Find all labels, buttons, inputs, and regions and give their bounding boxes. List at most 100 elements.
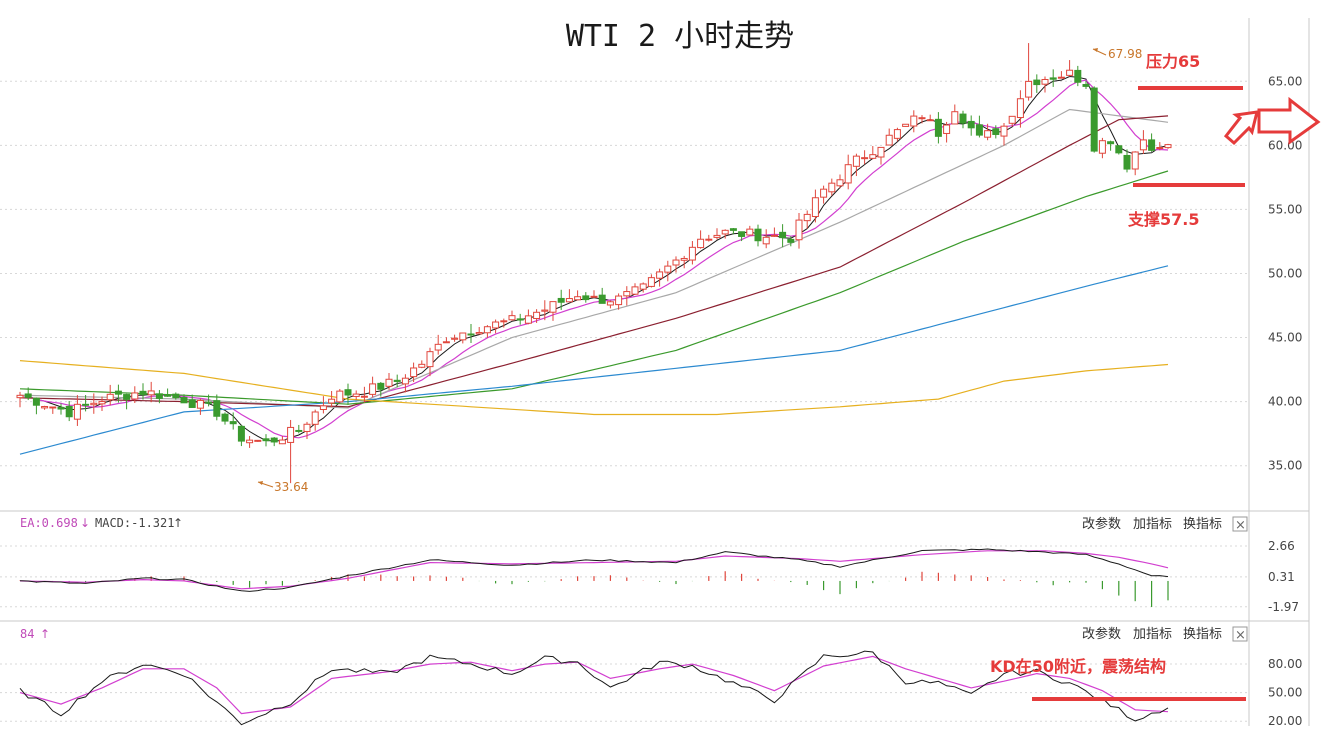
kd-header: 84 ↑ — [20, 627, 50, 641]
candle-down — [1033, 79, 1041, 86]
candle-up — [451, 337, 459, 340]
candle-up — [606, 301, 614, 306]
candle-down — [1049, 77, 1057, 80]
candle-down — [992, 128, 1000, 135]
candle-up — [1057, 76, 1065, 79]
high-marker: 67.98 — [1092, 47, 1142, 61]
candle-down — [959, 113, 967, 124]
candle-up — [770, 234, 778, 237]
macd-close-box[interactable] — [1232, 516, 1248, 532]
candle-up — [984, 130, 992, 138]
candle-up — [852, 155, 860, 167]
macd-ea-value: EA:0.698 — [20, 516, 78, 530]
trend-arrows — [1223, 96, 1321, 146]
moving-average-lines — [19, 75, 1169, 455]
candle-down — [934, 118, 942, 137]
candlesticks — [16, 43, 1172, 484]
candle-up — [688, 246, 696, 261]
price-y-tick-label: 40.00 — [1268, 395, 1302, 409]
candle-down — [779, 231, 787, 239]
kd-y-tick-label: 80.00 — [1268, 657, 1302, 671]
candle-down — [377, 382, 385, 390]
candle-up — [131, 392, 139, 400]
candle-up — [910, 115, 918, 127]
candle-up — [795, 219, 803, 241]
candle-up — [1041, 79, 1049, 85]
candle-up — [311, 411, 319, 425]
candle-down — [32, 397, 40, 406]
candle-up — [664, 265, 672, 273]
macd-header: EA:0.698 ↓ MACD:-1.321 ↑ — [20, 516, 183, 530]
candle-up — [541, 309, 549, 312]
candle-down — [467, 333, 475, 336]
price-y-tick-label: 55.00 — [1268, 202, 1302, 216]
candle-up — [885, 134, 893, 146]
candle-down — [729, 228, 737, 231]
candle-up — [16, 394, 24, 399]
candle-up — [278, 439, 286, 445]
candle-up — [336, 390, 344, 403]
kd-add-indicator-button[interactable]: 加指标 — [1133, 627, 1172, 642]
candle-down — [516, 318, 524, 321]
candle-up — [1008, 115, 1016, 124]
candle-up — [1156, 147, 1164, 150]
candle-up — [106, 393, 114, 401]
candle-up — [828, 182, 836, 193]
price-y-tick-label: 45.00 — [1268, 331, 1302, 345]
macd-change-params-button[interactable]: 改参数 — [1082, 516, 1121, 532]
candle-up — [615, 295, 623, 306]
kd-y-tick-label: 50.00 — [1268, 686, 1302, 700]
candle-up — [254, 439, 262, 442]
candle-up — [631, 286, 639, 295]
macd-dea-line — [19, 550, 1169, 590]
candle-up — [623, 291, 631, 297]
candle-up — [533, 311, 541, 319]
candle-down — [1090, 87, 1098, 152]
candle-up — [656, 271, 664, 279]
macd-add-indicator-button[interactable]: 加指标 — [1133, 517, 1172, 532]
ma40-line — [19, 115, 1169, 408]
kd-close-box[interactable] — [1232, 626, 1248, 642]
macd-close-icon[interactable]: × — [1235, 518, 1246, 533]
candle-up — [90, 402, 98, 406]
candle-down — [598, 294, 606, 304]
candle-down — [114, 390, 122, 395]
candle-up — [943, 124, 951, 134]
candle-up — [918, 117, 926, 120]
macd-switch-indicator-button[interactable]: 换指标 — [1183, 517, 1222, 532]
candle-down — [295, 429, 303, 432]
candle-up — [442, 341, 450, 344]
candle-down — [1148, 139, 1156, 151]
macd-panel-tools: 改参数 加指标 换指标 × — [1082, 516, 1248, 533]
candle-down — [164, 394, 172, 397]
candle-up — [1025, 80, 1033, 98]
candle-up — [902, 123, 910, 127]
candle-up — [1066, 69, 1074, 76]
high-label: 67.98 — [1108, 47, 1142, 61]
candle-up — [483, 326, 491, 334]
candle-up — [1000, 125, 1008, 137]
candle-up — [147, 390, 155, 396]
candle-down — [754, 228, 762, 242]
candle-up — [713, 234, 721, 238]
candle-down — [262, 438, 270, 442]
support-annotation: 支撑57.5 — [1127, 183, 1245, 229]
macd-dif-line — [19, 548, 1169, 592]
candle-down — [1115, 145, 1123, 154]
candle-down — [975, 124, 983, 136]
candle-up — [352, 393, 360, 397]
kd-switch-indicator-button[interactable]: 换指标 — [1183, 627, 1222, 642]
candle-up — [1139, 139, 1147, 151]
candle-down — [270, 437, 278, 443]
candle-up — [475, 332, 483, 335]
kd-close-icon[interactable]: × — [1235, 628, 1246, 643]
kd-panel-tools: 改参数 加指标 换指标 × — [1082, 626, 1248, 643]
kd-change-params-button[interactable]: 改参数 — [1082, 626, 1121, 642]
candle-up — [820, 188, 828, 198]
low-marker: 33.64 — [257, 480, 308, 494]
candle-up — [500, 320, 508, 323]
candle-up — [647, 277, 655, 287]
ma250-line — [19, 360, 1169, 416]
